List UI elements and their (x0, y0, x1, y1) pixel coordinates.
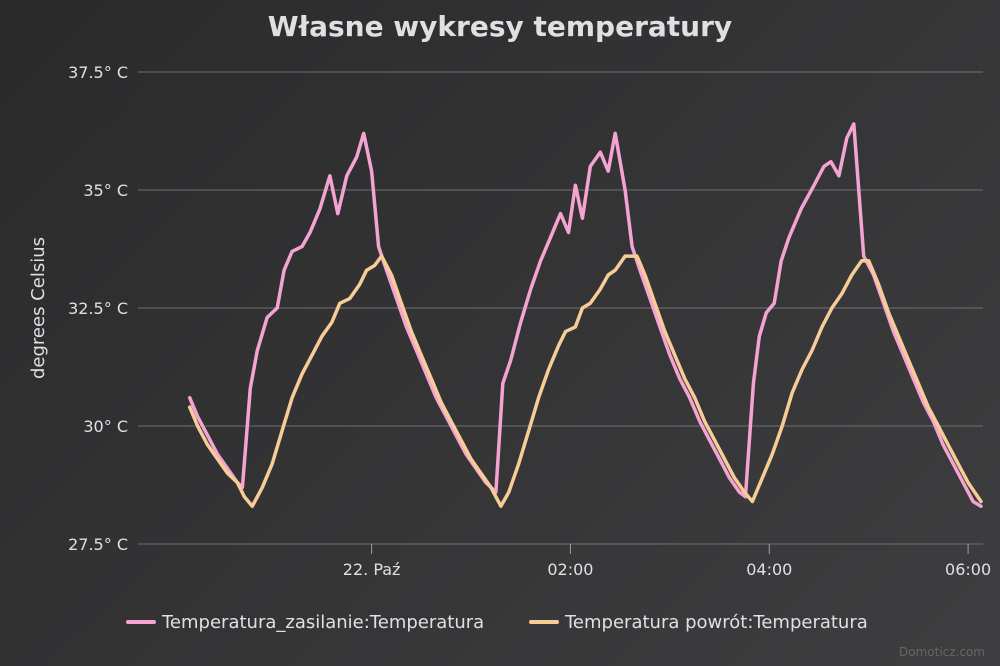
legend: Temperatura_zasilanie:Temperatura Tempera… (126, 612, 868, 633)
y-tick-label: 35° C (83, 181, 128, 200)
legend-label: Temperatura powrót:Temperatura (564, 612, 868, 633)
x-tick-label: 02:00 (547, 560, 593, 579)
credit-text[interactable]: Domoticz.com (899, 645, 985, 659)
legend-item-0[interactable]: Temperatura_zasilanie:Temperatura (126, 612, 484, 633)
series-line-1[interactable] (187, 254, 983, 508)
x-tick-label: 22. Paź (343, 560, 401, 579)
y-tick-label: 32.5° C (68, 299, 128, 318)
legend-label: Temperatura_zasilanie:Temperatura (161, 612, 484, 633)
x-tick-label: 06:00 (945, 560, 991, 579)
y-axis-label: degrees Celsius (28, 237, 49, 379)
legend-item-1[interactable]: Temperatura powrót:Temperatura (529, 612, 868, 633)
y-axis-ticks: 27.5° C 30° C 32.5° C 35° C 37.5° C (68, 63, 128, 554)
y-tick-label: 27.5° C (68, 535, 128, 554)
chart-title: Własne wykresy temperatury (268, 10, 732, 43)
y-tick-label: 30° C (83, 417, 128, 436)
y-tick-label: 37.5° C (68, 63, 128, 82)
series-line-0[interactable] (187, 122, 983, 508)
x-axis: 22. Paź 02:00 04:00 06:00 (343, 544, 991, 579)
x-tick-label: 04:00 (746, 560, 792, 579)
series-lines (187, 122, 983, 508)
